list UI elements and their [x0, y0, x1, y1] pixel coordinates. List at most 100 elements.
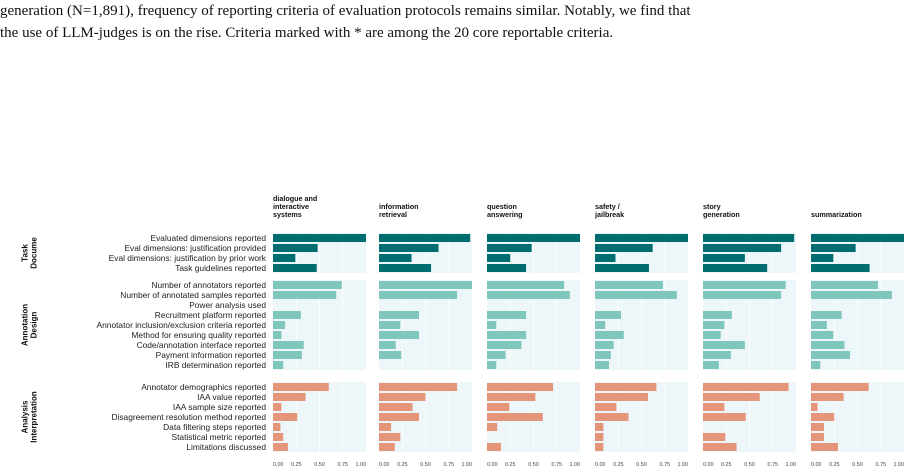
- bar-5-1-6: [811, 341, 845, 349]
- bar-2-1-8: [487, 361, 497, 369]
- facet-title-1-line-0: information: [379, 202, 419, 211]
- bar-5-1-1: [811, 291, 892, 299]
- bar-0-1-6: [273, 341, 304, 349]
- criterion-label-0-3: Task guidelines reported: [175, 263, 266, 273]
- bar-3-1-8: [595, 361, 609, 369]
- bar-3-0-2: [595, 254, 616, 262]
- bar-3-1-6: [595, 341, 614, 349]
- x-tick-5-1: 0.25: [829, 462, 840, 468]
- bar-2-1-4: [487, 321, 497, 329]
- facet-title-4-line-0: story: [703, 202, 721, 211]
- group-label-0-line-0: Task: [21, 244, 30, 262]
- facet-title-0-line-0: dialogue and: [273, 194, 317, 203]
- bar-0-1-7: [273, 351, 302, 359]
- bar-1-1-1: [379, 291, 458, 299]
- bar-2-1-5: [487, 331, 527, 339]
- x-tick-5-0: 0.00: [811, 462, 822, 468]
- bar-0-2-3: [273, 413, 298, 421]
- criterion-label-1-3: Recruitment platform reported: [155, 310, 267, 320]
- bar-3-2-2: [595, 403, 617, 411]
- x-tick-3-2: 0.50: [636, 462, 647, 468]
- bar-4-2-6: [703, 443, 737, 451]
- bar-2-0-1: [487, 244, 532, 252]
- bar-4-0-1: [703, 244, 782, 252]
- bar-5-1-7: [811, 351, 851, 359]
- bar-1-2-2: [379, 403, 413, 411]
- bar-4-2-1: [703, 393, 760, 401]
- x-tick-5-3: 0.75: [876, 462, 887, 468]
- x-tick-3-4: 1.00: [678, 462, 689, 468]
- x-tick-2-1: 0.25: [505, 462, 516, 468]
- criterion-label-2-0: Annotator demographics reported: [141, 382, 266, 392]
- bar-5-0-3: [811, 264, 870, 272]
- bar-2-0-2: [487, 254, 511, 262]
- x-tick-5-4: 1.00: [894, 462, 905, 468]
- x-tick-1-3: 0.75: [444, 462, 455, 468]
- criterion-label-2-4: Data filtering steps reported: [163, 422, 266, 432]
- bar-4-1-5: [703, 331, 721, 339]
- x-tick-2-2: 0.50: [528, 462, 539, 468]
- facet-title-0-line-1: interactive: [273, 202, 309, 211]
- bar-3-2-3: [595, 413, 629, 421]
- x-tick-4-0: 0.00: [703, 462, 714, 468]
- bar-3-1-5: [595, 331, 624, 339]
- bar-3-0-3: [595, 264, 649, 272]
- bar-4-1-4: [703, 321, 725, 329]
- group-label-1-line-0: Annotation: [21, 304, 30, 346]
- bar-0-1-1: [273, 291, 337, 299]
- x-tick-2-4: 1.00: [570, 462, 581, 468]
- bar-0-2-5: [273, 433, 284, 441]
- bar-3-1-3: [595, 311, 622, 319]
- x-tick-5-2: 0.50: [852, 462, 863, 468]
- bar-5-2-3: [811, 413, 835, 421]
- facet-title-3-line-0: safety /: [595, 202, 620, 211]
- bar-1-2-3: [379, 413, 419, 421]
- bar-3-1-7: [595, 351, 611, 359]
- facet-title-2-line-0: question: [487, 202, 517, 211]
- bar-0-1-0: [273, 281, 342, 289]
- criterion-label-1-6: Code/annotation interface reported: [137, 340, 267, 350]
- bar-4-2-3: [703, 413, 746, 421]
- x-tick-4-3: 0.75: [768, 462, 779, 468]
- criterion-label-1-5: Method for ensuring quality reported: [131, 330, 266, 340]
- bar-5-2-6: [811, 443, 838, 451]
- bar-2-0-0: [487, 234, 580, 242]
- bar-1-0-0: [379, 234, 471, 242]
- bar-0-1-3: [273, 311, 301, 319]
- bar-3-1-4: [595, 321, 606, 329]
- bar-4-2-2: [703, 403, 725, 411]
- facet-title-1-line-1: retrieval: [379, 210, 407, 219]
- bar-1-1-5: [379, 331, 419, 339]
- bar-3-0-0: [595, 234, 688, 242]
- bar-1-2-5: [379, 433, 401, 441]
- criterion-label-2-2: IAA sample size reported: [173, 402, 266, 412]
- bar-0-0-3: [273, 264, 317, 272]
- bar-2-1-0: [487, 281, 565, 289]
- caption: generation (N=1,891), frequency of repor…: [0, 0, 921, 44]
- bar-1-2-0: [379, 383, 458, 391]
- bar-2-2-0: [487, 383, 554, 391]
- bar-0-2-6: [273, 443, 288, 451]
- x-tick-4-2: 0.50: [744, 462, 755, 468]
- criterion-label-2-5: Statistical metric reported: [172, 432, 267, 442]
- bar-2-1-6: [487, 341, 522, 349]
- criterion-label-2-6: Limitations discussed: [186, 442, 266, 452]
- bar-3-1-1: [595, 291, 677, 299]
- bar-5-0-0: [811, 234, 904, 242]
- bar-2-1-3: [487, 311, 527, 319]
- bar-4-1-6: [703, 341, 745, 349]
- bar-1-1-6: [379, 341, 396, 349]
- bar-1-1-0: [379, 281, 472, 289]
- bar-3-2-1: [595, 393, 649, 401]
- bar-4-0-0: [703, 234, 795, 242]
- bar-0-2-2: [273, 403, 282, 411]
- group-label-2-line-1: Interpretation: [30, 391, 39, 443]
- bar-0-2-1: [273, 393, 306, 401]
- bar-1-0-3: [379, 264, 432, 272]
- facet-title-5-line-0: summarization: [811, 210, 862, 219]
- criterion-label-0-1: Eval dimensions: justification provided: [124, 243, 266, 253]
- bar-4-1-0: [703, 281, 786, 289]
- bar-2-2-3: [487, 413, 543, 421]
- bar-0-0-1: [273, 244, 318, 252]
